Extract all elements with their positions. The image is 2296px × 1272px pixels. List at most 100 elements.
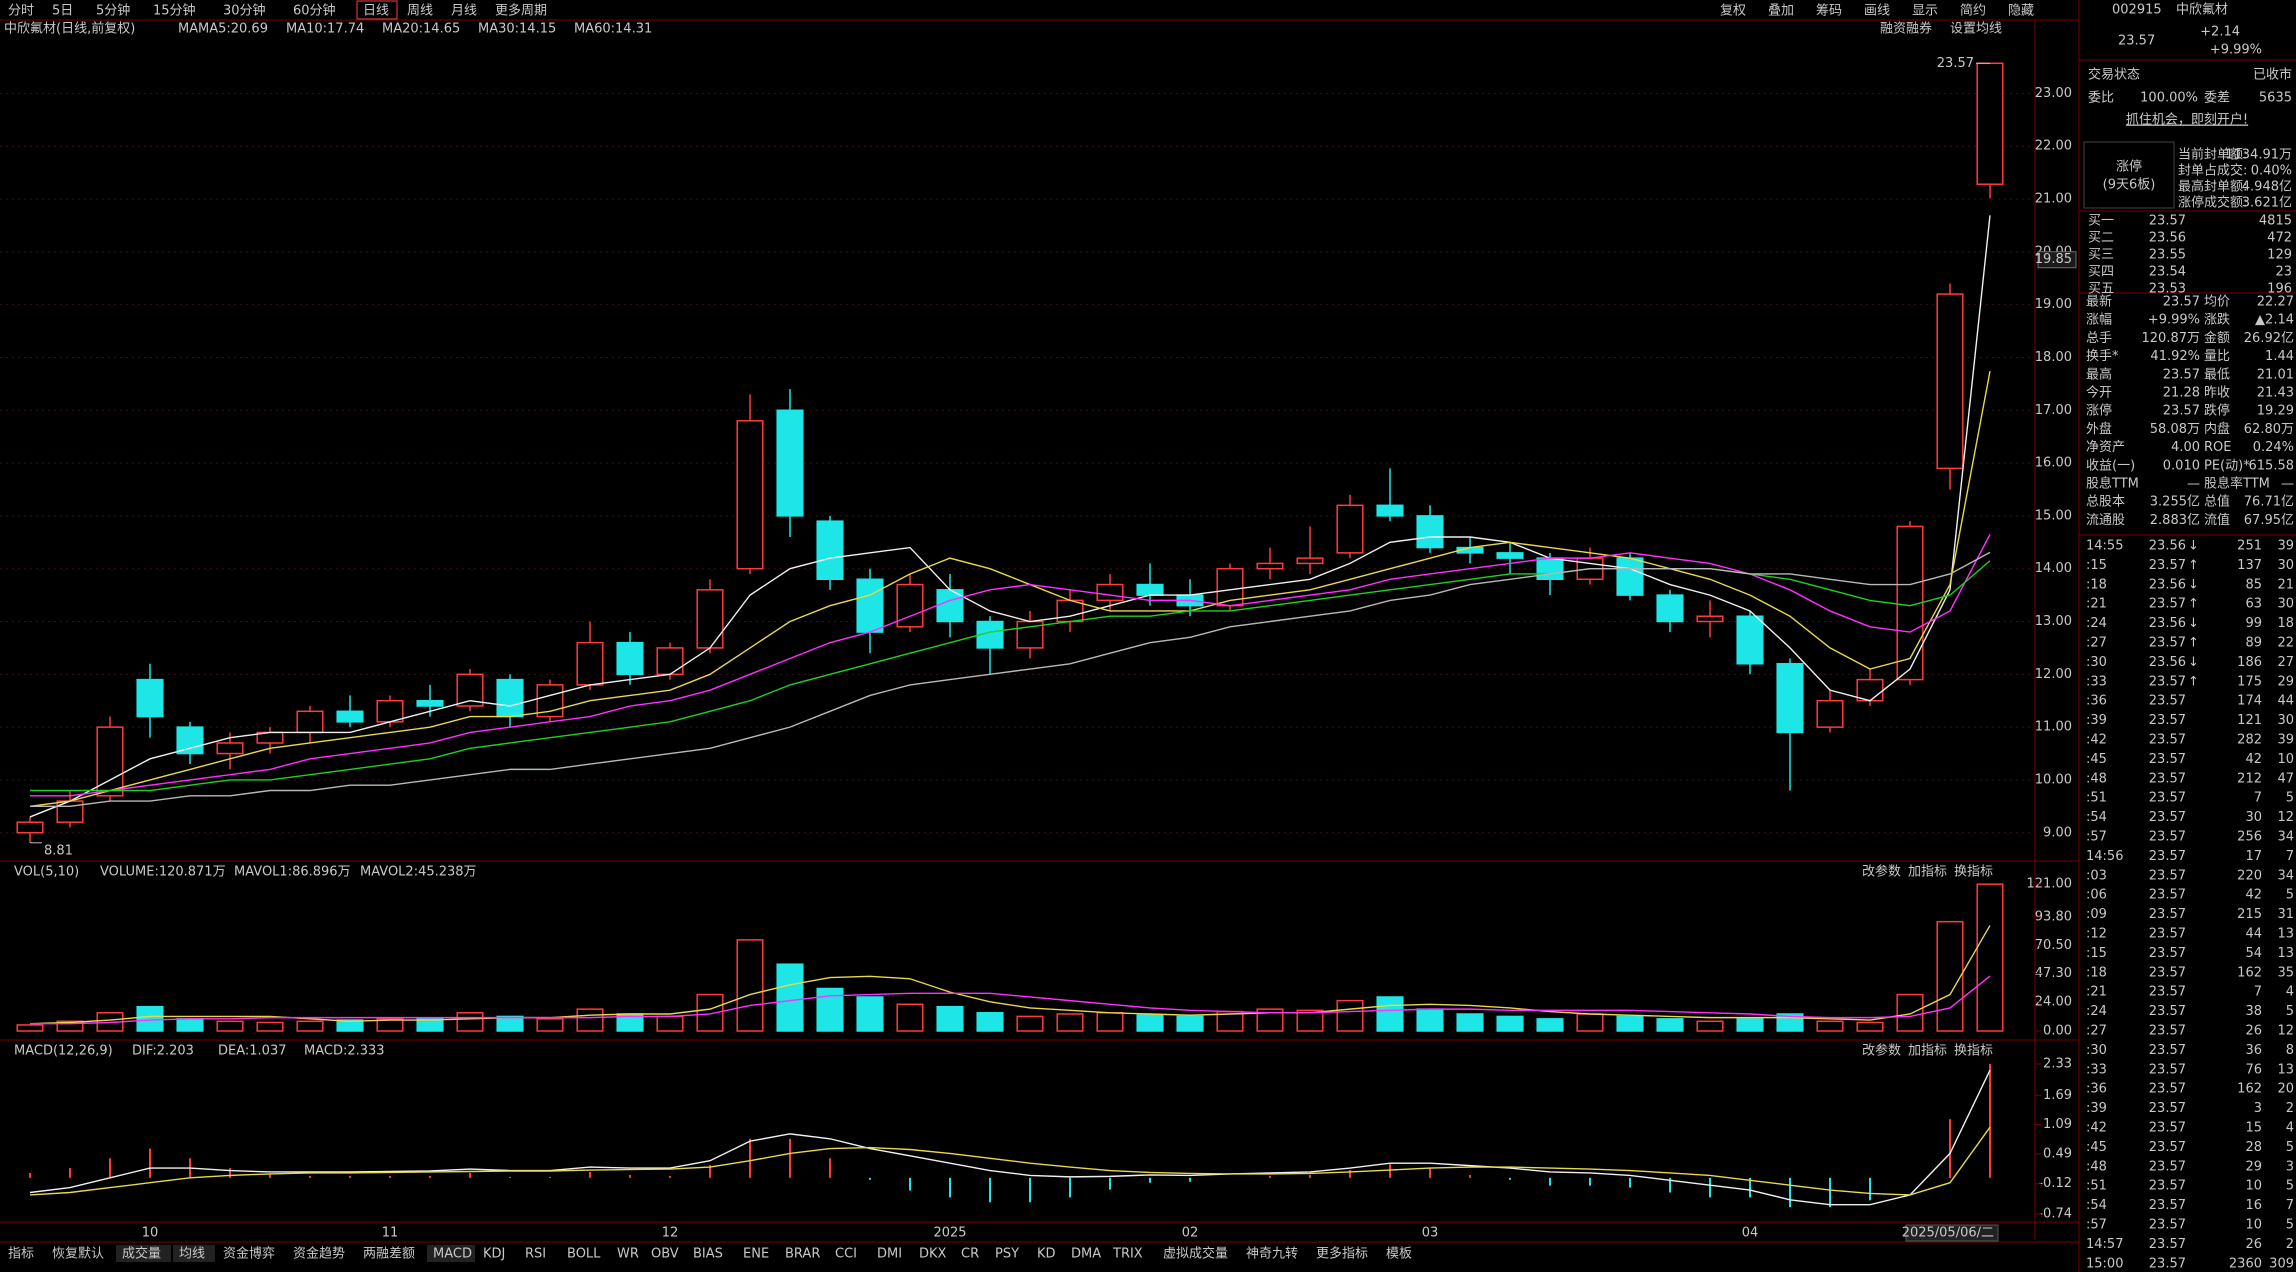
x-tick-label: 2025 — [933, 1226, 966, 1241]
indicator-tab[interactable]: 资金博弈 — [223, 1246, 275, 1262]
tick-count: 29 — [2277, 674, 2294, 689]
stat-value: +9.99% — [2148, 313, 2200, 328]
tick-price: 23.57 — [2149, 733, 2186, 748]
indicator-tab[interactable]: 恢复默认 — [52, 1246, 104, 1262]
indicator-tab[interactable]: TRIX — [1112, 1247, 1143, 1262]
indicator-tab[interactable]: 指标 — [8, 1247, 34, 1262]
indicator-tab[interactable]: MACD — [433, 1247, 472, 1262]
tick-price: 23.57 — [2149, 965, 2186, 980]
candle-body — [16, 821, 44, 834]
indicator-tab[interactable]: ENE — [743, 1247, 769, 1262]
indicator-tab[interactable]: 资金趋势 — [293, 1246, 345, 1262]
tick-count: 5 — [2286, 1218, 2294, 1233]
candle-body — [1376, 504, 1404, 517]
period-tab[interactable]: 60分钟 — [293, 3, 336, 19]
stat-label: 流通股 — [2086, 513, 2125, 528]
tick-price: 23.57 — [2149, 1043, 2186, 1058]
tool-button[interactable]: 显示 — [1912, 4, 1938, 19]
candle-body — [1536, 557, 1564, 581]
candle-body — [1256, 562, 1284, 570]
indicator-tab[interactable]: BIAS — [693, 1247, 723, 1262]
period-tab[interactable]: 日线 — [363, 4, 389, 19]
stat-value: 2.883亿 — [2150, 513, 2200, 528]
candle-body — [1616, 557, 1644, 596]
tick-time: :39 — [2086, 713, 2107, 728]
tick-time: :12 — [2086, 927, 2107, 942]
stat-label: ROE — [2204, 440, 2231, 455]
tick-count: 309 — [2269, 1256, 2294, 1271]
volume-bar — [416, 1018, 444, 1032]
panel-tool[interactable]: 换指标 — [1954, 1044, 1993, 1059]
tick-price: 23.57 — [2149, 791, 2186, 806]
indicator-tab[interactable]: 更多指标 — [1316, 1246, 1368, 1262]
indicator-tab[interactable]: DMI — [877, 1247, 902, 1262]
period-tab[interactable]: 周线 — [407, 4, 433, 19]
stat-label: 最高 — [2086, 366, 2112, 382]
indicator-tab[interactable]: DMA — [1071, 1247, 1101, 1262]
tick-volume: 44 — [2245, 927, 2262, 942]
period-tab[interactable]: 更多周期 — [495, 3, 547, 19]
indicator-tab[interactable]: DKX — [919, 1247, 947, 1262]
tool-button[interactable]: 筹码 — [1816, 3, 1842, 19]
y-tick-label: 11.00 — [2035, 720, 2072, 735]
stat-value: 23.57 — [2163, 295, 2200, 310]
indicator-tab[interactable]: 模板 — [1386, 1247, 1412, 1262]
tool-button[interactable]: 画线 — [1864, 4, 1890, 19]
y-tick-label: 2.33 — [2043, 1057, 2072, 1072]
panel-tool[interactable]: 改参数 — [1862, 864, 1901, 880]
indicator-tab[interactable]: CR — [961, 1247, 979, 1262]
panel-tool[interactable]: 改参数 — [1862, 1043, 1901, 1059]
candle-body — [696, 589, 724, 649]
panel-tool[interactable]: 加指标 — [1908, 1044, 1947, 1059]
period-tab[interactable]: 分时 — [8, 4, 34, 19]
panel-tool[interactable]: 换指标 — [1954, 865, 1993, 880]
indicator-tab[interactable]: OBV — [651, 1247, 679, 1262]
tool-button[interactable]: 叠加 — [1768, 4, 1794, 19]
period-tab[interactable]: 5分钟 — [96, 3, 130, 19]
legend-entry: MA20:14.65 — [382, 22, 460, 37]
tool-button[interactable]: 隐藏 — [2008, 4, 2034, 19]
volume-bar — [1896, 993, 1924, 1032]
volume-bar — [1096, 1012, 1124, 1032]
tick-volume: 42 — [2245, 888, 2262, 903]
indicator-tab[interactable]: 成交量 — [122, 1246, 161, 1262]
indicator-tab[interactable]: 两融差额 — [363, 1247, 415, 1262]
volume-bar — [1136, 1014, 1164, 1032]
indicator-tab[interactable]: KDJ — [483, 1247, 505, 1262]
y-tick-label: 18.00 — [2035, 350, 2072, 365]
volume-bar — [656, 1015, 684, 1032]
stat-label: 最低 — [2204, 367, 2230, 382]
tool-button[interactable]: 复权 — [1720, 3, 1746, 19]
indicator-tab[interactable]: KD — [1037, 1247, 1056, 1262]
stat-label: 换手* — [2086, 349, 2119, 364]
account-banner[interactable]: 抓住机会，即刻开户! — [2126, 112, 2248, 128]
tick-price: 23.57 — [2149, 888, 2186, 903]
indicator-tab[interactable]: RSI — [525, 1247, 546, 1262]
y-tick-label: 15.00 — [2035, 508, 2072, 523]
indicator-tab[interactable]: CCI — [835, 1247, 857, 1262]
period-tab[interactable]: 月线 — [451, 4, 477, 19]
tick-price: 23.57 — [2149, 907, 2186, 922]
period-tab[interactable]: 5日 — [52, 4, 73, 19]
price-change: +2.14 — [2200, 25, 2240, 40]
legend-entry: MA10:17.74 — [286, 22, 364, 37]
indicator-tab[interactable]: WR — [617, 1247, 639, 1262]
indicator-tab[interactable]: 神奇九转 — [1246, 1246, 1298, 1262]
panel-tool[interactable]: 融资融券 — [1880, 21, 1932, 37]
indicator-tab[interactable]: BOLL — [567, 1247, 601, 1262]
period-tab[interactable]: 30分钟 — [223, 3, 266, 19]
tick-price: 23.57 — [2149, 1101, 2186, 1116]
period-tab[interactable]: 15分钟 — [153, 3, 196, 19]
volume-bar — [576, 1008, 604, 1032]
indicator-tab[interactable]: BRAR — [785, 1247, 820, 1262]
tick-time: :30 — [2086, 655, 2107, 670]
book-price: 23.53 — [2149, 282, 2186, 297]
indicator-tab[interactable]: 均线 — [179, 1247, 205, 1262]
candle-body — [656, 647, 684, 676]
panel-tool[interactable]: 加指标 — [1908, 865, 1947, 880]
panel-tool[interactable]: 设置均线 — [1950, 22, 2002, 37]
indicator-tab[interactable]: 虚拟成交量 — [1163, 1246, 1228, 1262]
tool-button[interactable]: 简约 — [1960, 3, 1986, 19]
indicator-tab[interactable]: PSY — [995, 1247, 1019, 1262]
